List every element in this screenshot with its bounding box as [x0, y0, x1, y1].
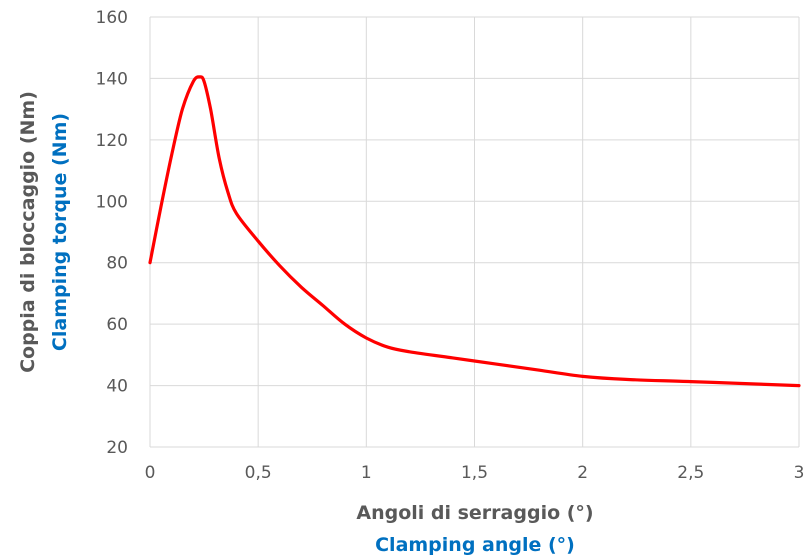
x-tick-label: 2 [577, 463, 588, 483]
x-tick-label: 1,5 [461, 463, 488, 483]
y-tick-label: 140 [96, 69, 128, 89]
y-axis-title: Coppia di bloccaggio (Nm) [17, 91, 39, 373]
x-axis-title: Angoli di serraggio (°) [356, 502, 593, 524]
x-tick-label: 3 [794, 463, 805, 483]
series-line [148, 75, 801, 388]
y-tick-label: 160 [96, 8, 128, 28]
y-tick-label: 60 [106, 315, 128, 335]
x-tick-label: 1 [361, 463, 372, 483]
y-tick-label: 120 [96, 131, 128, 151]
x-axis-title-english: Clamping angle (°) [375, 534, 575, 556]
y-axis-ticks: 20 40 60 80 100 120 140 160 [96, 8, 128, 458]
x-tick-label: 0,5 [245, 463, 272, 483]
y-tick-label: 40 [106, 377, 128, 397]
y-axis-title-english: Clamping torque (Nm) [49, 113, 71, 351]
x-tick-label: 0 [145, 463, 156, 483]
x-axis-ticks: 0 0,5 1 1,5 2 2,5 3 [145, 463, 805, 483]
y-tick-label: 80 [106, 254, 128, 274]
y-tick-label: 20 [106, 438, 128, 458]
series [148, 75, 801, 388]
x-tick-label: 2,5 [677, 463, 704, 483]
y-tick-label: 100 [96, 192, 128, 212]
